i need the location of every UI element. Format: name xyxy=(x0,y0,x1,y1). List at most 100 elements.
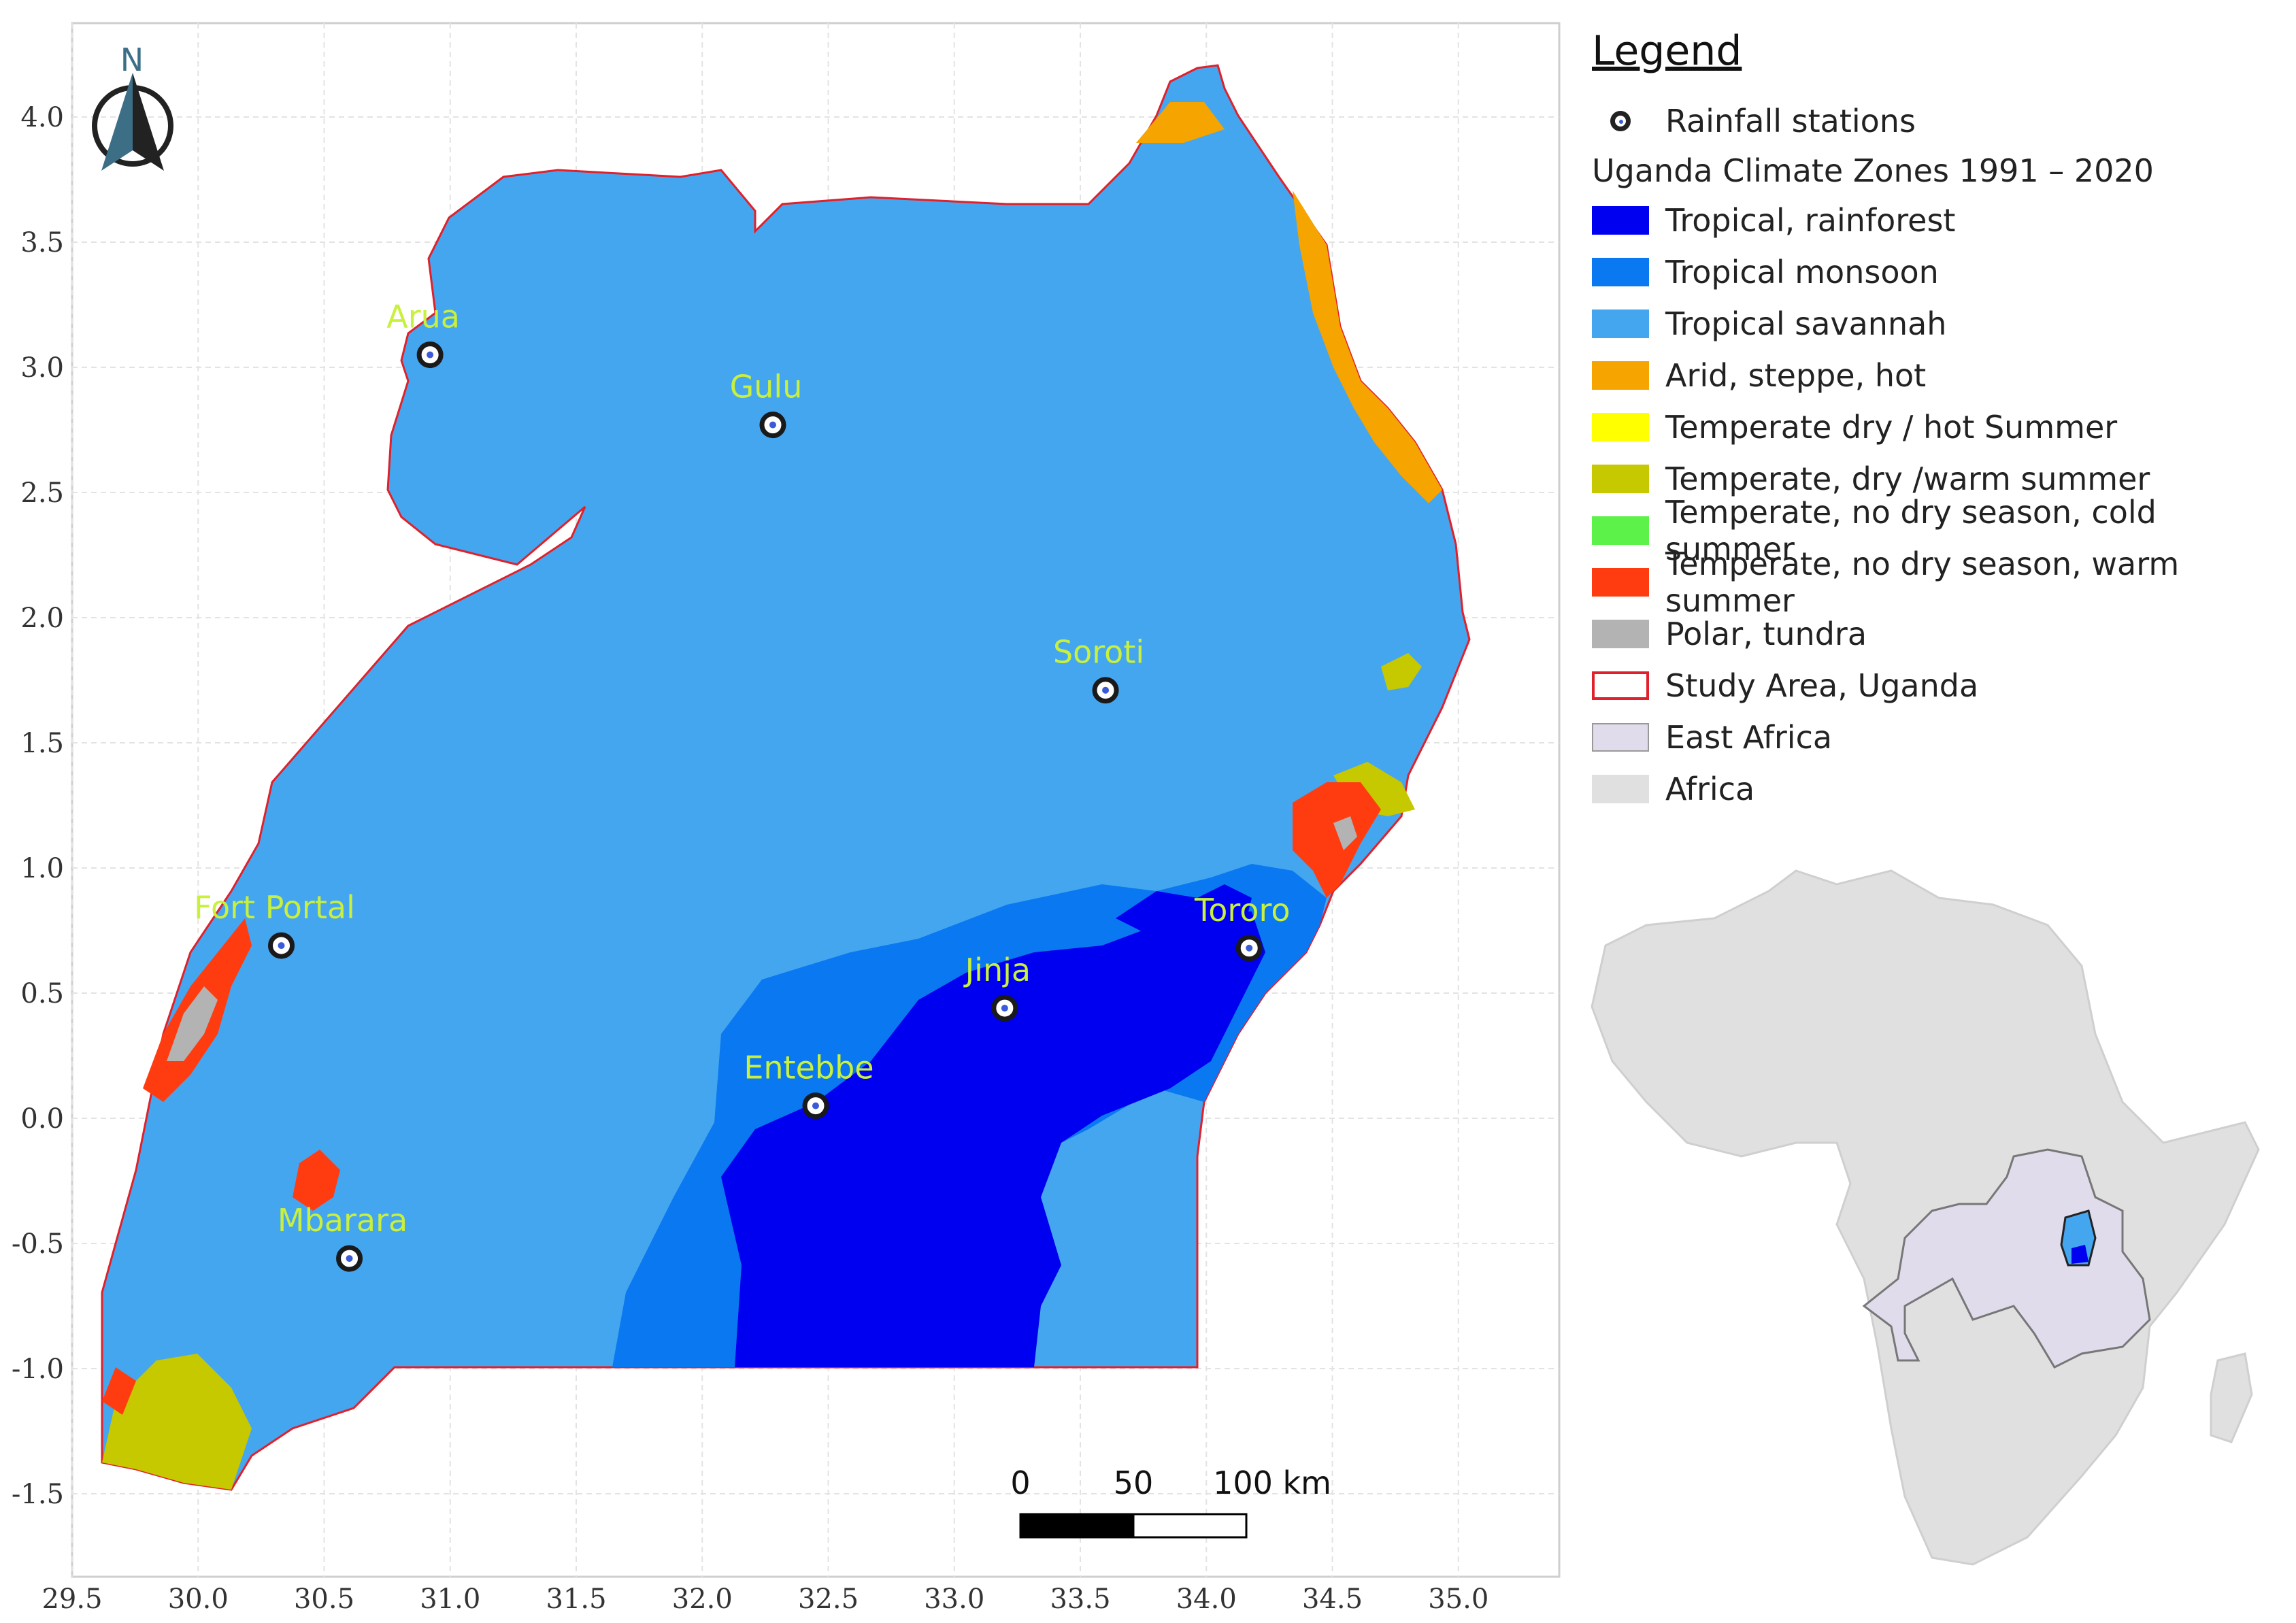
y-tick-label: 4.0 xyxy=(20,102,64,133)
station-soroti[interactable]: Soroti xyxy=(1053,634,1144,704)
station-label: Soroti xyxy=(1053,634,1144,671)
station-marker-icon xyxy=(1592,107,1649,135)
station-label: Mbarara xyxy=(278,1202,407,1239)
polar-tundra-patch xyxy=(1333,816,1357,850)
station-entebbe[interactable]: Entebbe xyxy=(744,1050,874,1120)
station-label: Tororo xyxy=(1194,892,1291,928)
x-tick-label: 29.5 xyxy=(41,1584,102,1615)
east-africa-shape xyxy=(1862,1148,2151,1369)
x-tick-label: 31.0 xyxy=(420,1584,480,1615)
legend-item-zone: Tropical monsoon xyxy=(1592,246,2279,298)
zone-label: Polar, tundra xyxy=(1665,616,1867,652)
y-tick-label: 3.5 xyxy=(20,227,64,258)
zone-swatch xyxy=(1592,620,1649,648)
legend-item-zone: Temperate, no dry season, cold summer xyxy=(1592,494,2279,567)
x-tick-label: 33.5 xyxy=(1050,1584,1110,1615)
y-tick-label: -1.0 xyxy=(12,1354,64,1385)
scale-label-0: 0 xyxy=(1010,1465,1030,1501)
scale-label-50: 50 xyxy=(1114,1465,1154,1501)
uganda-inset-shape xyxy=(2060,1209,2097,1267)
legend-africa-label: Africa xyxy=(1665,771,1755,807)
temperate-dry-warm-patch xyxy=(1381,653,1422,690)
legend-item-stations: Rainfall stations xyxy=(1592,95,2279,147)
temperate-warm-summer-region-e xyxy=(1293,782,1381,898)
tropical-rainforest-patch xyxy=(1116,884,1252,939)
zone-swatch xyxy=(1592,413,1649,441)
zone-label: Temperate dry / hot Summer xyxy=(1665,409,2118,446)
y-tick-label: 1.0 xyxy=(20,853,64,884)
uganda-inset-rainforest xyxy=(2072,1245,2089,1264)
x-tick-label: 34.5 xyxy=(1302,1584,1363,1615)
zone-swatch xyxy=(1592,465,1649,493)
y-tick-label: 3.0 xyxy=(20,352,64,384)
station-arua[interactable]: Arua xyxy=(386,299,460,369)
africa-inset-map xyxy=(1591,869,2260,1566)
stations-layer: Arua Gulu Soroti Fort Portal Tororo Jinja Ente… xyxy=(194,299,1291,1272)
y-tick-label: 0.0 xyxy=(20,1103,64,1135)
station-marker-dot xyxy=(278,942,285,950)
y-tick-label: -0.5 xyxy=(12,1228,64,1260)
temperate-warm-summer-region-mbarara xyxy=(293,1150,340,1211)
y-tick-label: -1.5 xyxy=(12,1479,64,1510)
station-label: Gulu xyxy=(730,369,803,405)
tropical-rainforest-region xyxy=(721,911,1265,1367)
legend-title: Legend xyxy=(1592,27,1742,75)
legend-item-africa: Africa xyxy=(1592,763,2279,815)
legend-item-zone: Tropical, rainforest xyxy=(1592,195,2279,246)
y-tick-label: 1.5 xyxy=(20,728,64,759)
legend-item-zone: Polar, tundra xyxy=(1592,608,2279,660)
station-marker-dot xyxy=(1246,944,1253,952)
x-tick-label: 32.0 xyxy=(672,1584,733,1615)
zone-label: Tropical, rainforest xyxy=(1665,202,1956,239)
legend-item-zone: Arid, steppe, hot xyxy=(1592,350,2279,401)
arid-steppe-region xyxy=(1136,102,1225,143)
station-gulu[interactable]: Gulu xyxy=(730,369,803,439)
station-tororo[interactable]: Tororo xyxy=(1194,892,1291,962)
scale-label-100: 100 km xyxy=(1213,1465,1331,1501)
temperate-dry-warm-region-sw xyxy=(102,1354,252,1490)
temperate-warm-summer-region-sw xyxy=(102,1367,136,1415)
zone-label: Temperate, no dry season, cold summer xyxy=(1665,494,2157,567)
x-tick-label: 35.0 xyxy=(1428,1584,1488,1615)
station-fort-portal[interactable]: Fort Portal xyxy=(194,889,355,959)
x-tick-label: 31.5 xyxy=(546,1584,606,1615)
legend-zone-list: Tropical, rainforest Tropical monsoon Trop… xyxy=(1592,195,2279,660)
legend-item-east-africa: East Africa xyxy=(1592,712,2279,763)
polar-tundra-region xyxy=(167,986,218,1061)
station-mbarara[interactable]: Mbarara xyxy=(278,1202,407,1272)
study-area-swatch xyxy=(1592,671,1649,700)
zone-swatch xyxy=(1592,361,1649,390)
legend-climate-heading: Uganda Climate Zones 1991 – 2020 xyxy=(1592,152,2154,189)
legend-item-study-area: Study Area, Uganda xyxy=(1592,660,2279,712)
zone-swatch xyxy=(1592,206,1649,235)
station-marker-dot xyxy=(812,1102,819,1109)
zone-label: Temperate, dry /warm summer xyxy=(1665,461,2150,497)
legend-east-africa-label: East Africa xyxy=(1665,719,1833,756)
legend-study-area-label: Study Area, Uganda xyxy=(1665,667,1979,704)
station-label: Arua xyxy=(386,299,460,335)
station-label: Fort Portal xyxy=(194,889,355,926)
scale-bar: 0 50 100 km xyxy=(1010,1465,1331,1539)
east-africa-swatch xyxy=(1592,723,1649,752)
station-marker-dot xyxy=(769,421,776,429)
station-label: Entebbe xyxy=(744,1050,874,1086)
station-marker-dot xyxy=(1102,686,1110,694)
legend-item-zone: Temperate, dry /warm summer xyxy=(1592,453,2279,505)
zone-swatch xyxy=(1592,258,1649,286)
zone-label: Arid, steppe, hot xyxy=(1665,357,1927,394)
station-jinja[interactable]: Jinja xyxy=(963,952,1031,1022)
y-axis-ticks: 4.0 3.5 3.0 2.5 2.0 1.5 1.0 0.5 0.0 -0.5 -1.0 -1.5 xyxy=(12,102,64,1510)
y-tick-label: 0.5 xyxy=(20,978,64,1009)
station-marker-dot xyxy=(427,351,434,358)
station-marker-dot xyxy=(346,1255,353,1262)
station-label: Jinja xyxy=(963,952,1031,988)
zone-label: Temperate, no dry season, warm summer xyxy=(1665,546,2180,619)
north-arrow-icon xyxy=(92,73,173,171)
legend-item-zone: Temperate dry / hot Summer xyxy=(1592,401,2279,453)
zone-swatch xyxy=(1592,309,1649,338)
legend: Legend Rainfall stations Uganda Climate … xyxy=(1592,27,2279,815)
legend-item-zone: Tropical savannah xyxy=(1592,298,2279,350)
legend-stations-label: Rainfall stations xyxy=(1665,103,1916,139)
x-tick-label: 30.5 xyxy=(294,1584,354,1615)
